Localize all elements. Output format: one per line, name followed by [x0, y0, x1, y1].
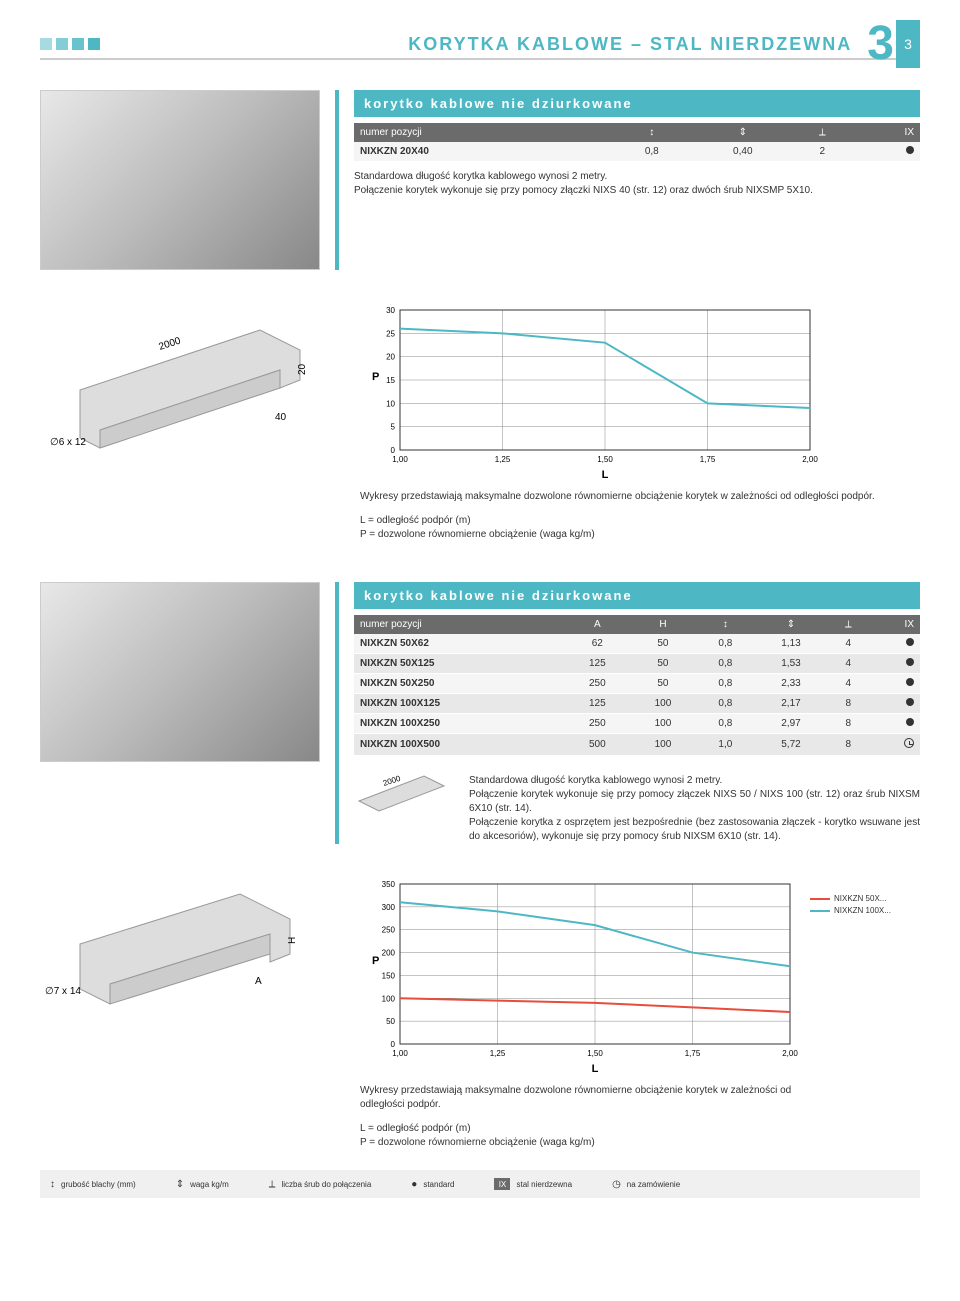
- table-header: ⇕: [693, 123, 793, 142]
- table-row: NIXKZN 50X125125500,81,534: [354, 654, 920, 674]
- section2-title: korytko kablowe nie dziurkowane: [354, 582, 920, 609]
- svg-text:20: 20: [386, 353, 395, 362]
- svg-text:1,50: 1,50: [597, 455, 613, 464]
- svg-text:150: 150: [382, 971, 396, 980]
- section1-note: Standardowa długość korytka kablowego wy…: [354, 170, 920, 198]
- table-header: ⟂: [827, 615, 870, 634]
- svg-text:P: P: [372, 371, 379, 383]
- table-header: A: [565, 615, 631, 634]
- section1-diagram: 2000 40 20 ∅6 x 12: [40, 300, 340, 480]
- accent-bar: [335, 90, 339, 270]
- svg-text:1,25: 1,25: [495, 455, 511, 464]
- section2-table: numer pozycjiAH↕⇕⟂IX NIXKZN 50X6262500,8…: [354, 615, 920, 756]
- svg-text:200: 200: [382, 949, 396, 958]
- dot-icon: [906, 638, 914, 646]
- svg-text:15: 15: [386, 376, 395, 385]
- section1-table: numer pozycji↕⇕⟂IX NIXKZN 20X400,80,402: [354, 123, 920, 162]
- footer-item: ⟂liczba śrub do połączenia: [269, 1179, 372, 1190]
- chart1-note2: L = odległość podpór (m)P = dozwolone ró…: [360, 514, 920, 542]
- svg-text:1,00: 1,00: [392, 455, 408, 464]
- svg-text:1,75: 1,75: [685, 1049, 701, 1058]
- svg-text:H: H: [287, 937, 298, 944]
- svg-text:L: L: [592, 1063, 599, 1074]
- svg-text:2,00: 2,00: [802, 455, 818, 464]
- svg-text:50: 50: [386, 1017, 395, 1026]
- section1-title: korytko kablowe nie dziurkowane: [354, 90, 920, 117]
- table-header: IX: [870, 615, 920, 634]
- footer-item: ●standard: [411, 1179, 454, 1190]
- table-row: NIXKZN 100X5005001001,05,728: [354, 734, 920, 756]
- table-row: NIXKZN 20X400,80,402: [354, 142, 920, 162]
- svg-text:L: L: [602, 469, 609, 480]
- table-header: ↕: [611, 123, 693, 142]
- svg-text:∅7 x 14: ∅7 x 14: [45, 986, 81, 997]
- section2-diagram: A H ∅7 x 14: [40, 874, 340, 1054]
- footer-legend: ↕grubość blachy (mm) ⇕waga kg/m ⟂liczba śr…: [40, 1170, 920, 1198]
- chart1-note: Wykresy przedstawiają maksymalne dozwolo…: [360, 490, 920, 504]
- table-header: numer pozycji: [354, 615, 565, 634]
- svg-text:1,50: 1,50: [587, 1049, 603, 1058]
- chart2-legend: NIXKZN 50X... NIXKZN 100X...: [810, 874, 920, 1150]
- svg-text:1,00: 1,00: [392, 1049, 408, 1058]
- svg-text:0: 0: [391, 1040, 396, 1049]
- footer-item: IXstal nierdzewna: [494, 1178, 572, 1190]
- table-header: H: [630, 615, 696, 634]
- footer-item: ◷na zamówienie: [612, 1179, 680, 1190]
- svg-text:10: 10: [386, 399, 395, 408]
- svg-text:2,00: 2,00: [782, 1049, 798, 1058]
- svg-text:25: 25: [386, 329, 395, 338]
- dot-icon: [906, 658, 914, 666]
- svg-text:1,75: 1,75: [700, 455, 716, 464]
- section2-note: Standardowa długość korytka kablowego wy…: [469, 774, 920, 844]
- table-row: NIXKZN 50X6262500,81,134: [354, 634, 920, 654]
- header-rule: [40, 58, 920, 60]
- dot-icon: [906, 146, 914, 154]
- svg-text:300: 300: [382, 903, 396, 912]
- svg-text:0: 0: [391, 446, 396, 455]
- header-decoration: [40, 38, 100, 50]
- table-header: IX: [852, 123, 920, 142]
- section2-inset-diagram: 2000: [354, 766, 454, 826]
- svg-text:A: A: [255, 976, 262, 987]
- clock-icon: [904, 738, 914, 748]
- product-image-1: [40, 90, 320, 270]
- page-title: KORYTKA KABLOWE – STAL NIERDZEWNA: [120, 34, 852, 55]
- chart2-note2: L = odległość podpór (m)P = dozwolone ró…: [360, 1122, 800, 1150]
- page-number: 3 3: [867, 20, 920, 68]
- dot-icon: [906, 698, 914, 706]
- chart1: 0 5 10 15 20 25 30 1,00 1,25 1,50 1,75 2,00 P L: [360, 300, 920, 480]
- chart2-note: Wykresy przedstawiają maksymalne dozwolo…: [360, 1084, 800, 1112]
- product-image-2: [40, 582, 320, 762]
- table-row: NIXKZN 50X250250500,82,334: [354, 674, 920, 694]
- svg-text:P: P: [372, 955, 379, 967]
- dot-icon: [906, 718, 914, 726]
- footer-item: ↕grubość blachy (mm): [50, 1179, 136, 1190]
- svg-text:20: 20: [297, 363, 308, 375]
- svg-text:30: 30: [386, 306, 395, 315]
- legend-item: NIXKZN 50X...: [810, 894, 920, 903]
- svg-text:∅6 x 12: ∅6 x 12: [50, 437, 86, 448]
- svg-text:350: 350: [382, 880, 396, 889]
- table-header: ⇕: [755, 615, 827, 634]
- dot-icon: [906, 678, 914, 686]
- chart2: 0 50 100 150 200 250 300 350 1,00 1,25 1,50 1,75 2,0…: [360, 874, 800, 1074]
- svg-text:250: 250: [382, 926, 396, 935]
- table-header: ↕: [696, 615, 755, 634]
- table-header: numer pozycji: [354, 123, 611, 142]
- accent-bar: [335, 582, 339, 844]
- table-row: NIXKZN 100X2502501000,82,978: [354, 714, 920, 734]
- table-row: NIXKZN 100X1251251000,82,178: [354, 694, 920, 714]
- svg-text:1,25: 1,25: [490, 1049, 506, 1058]
- legend-item: NIXKZN 100X...: [810, 906, 920, 915]
- footer-item: ⇕waga kg/m: [176, 1179, 229, 1190]
- svg-text:40: 40: [275, 412, 287, 423]
- svg-text:5: 5: [391, 423, 396, 432]
- svg-text:2000: 2000: [158, 335, 183, 352]
- table-header: ⟂: [793, 123, 852, 142]
- svg-text:100: 100: [382, 994, 396, 1003]
